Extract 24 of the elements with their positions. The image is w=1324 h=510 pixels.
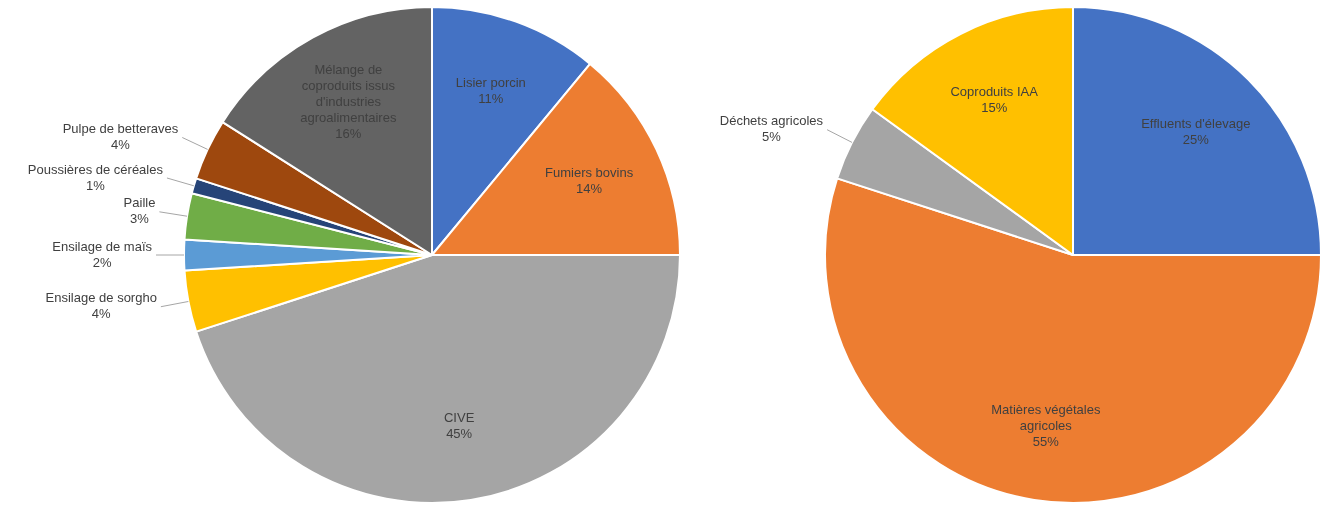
slice-label: Matières végétales agricoles bbox=[991, 402, 1101, 434]
data-label: 14% bbox=[576, 180, 603, 196]
slice-label: CIVE bbox=[443, 410, 475, 426]
slice-label: Ensilage de sorgho bbox=[45, 290, 157, 306]
data-label: 4% bbox=[91, 306, 112, 322]
slice-label: Fumiers bovins bbox=[545, 164, 634, 180]
data-label: 45% bbox=[446, 426, 473, 442]
slice-label: Pulpe de betteraves bbox=[62, 121, 179, 137]
data-label: 55% bbox=[1032, 434, 1060, 450]
slice-label: Ensilage de maïs bbox=[52, 238, 153, 254]
data-label: 15% bbox=[981, 99, 1008, 115]
data-label: 3% bbox=[130, 211, 150, 227]
slice-label: Effluents d'élevage bbox=[1141, 115, 1251, 131]
slice-label: Déchets agricoles bbox=[719, 113, 824, 129]
data-label: 1% bbox=[86, 177, 106, 193]
data-label: 25% bbox=[1182, 131, 1210, 147]
slice-label: Coproduits IAA bbox=[950, 83, 1039, 99]
data-label: 5% bbox=[762, 129, 782, 145]
data-label: 2% bbox=[92, 254, 112, 270]
slice-label: Poussières de céréales bbox=[27, 161, 164, 177]
slice-label: Paille bbox=[123, 195, 156, 211]
data-label: 11% bbox=[478, 91, 504, 107]
slice-label: Lisier porcin bbox=[455, 75, 526, 91]
data-label: 4% bbox=[111, 137, 131, 153]
